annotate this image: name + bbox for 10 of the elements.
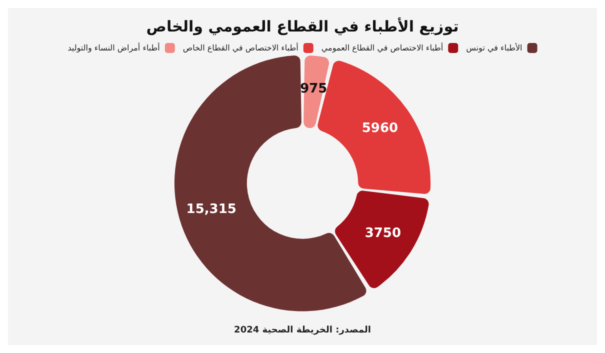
legend-label: أطباء الاختصاص في القطاع العمومي <box>321 42 444 52</box>
legend-label: أطباء الاختصاص في القطاع الخاص <box>182 42 298 52</box>
data-label: 5960 <box>362 121 398 136</box>
chart-title: توزيع الأطباء في القطاع العمومي والخاص <box>146 16 459 36</box>
data-label: 3750 <box>364 226 402 241</box>
legend-label: أطباء أمراض النساء والتوليد <box>68 42 160 52</box>
data-label: 15,315 <box>186 202 236 217</box>
text: المصدر: الخريطة الصحية 2024 <box>234 326 371 336</box>
data-label: 975 <box>300 82 328 97</box>
legend-label: الأطباء في تونس <box>466 42 522 52</box>
